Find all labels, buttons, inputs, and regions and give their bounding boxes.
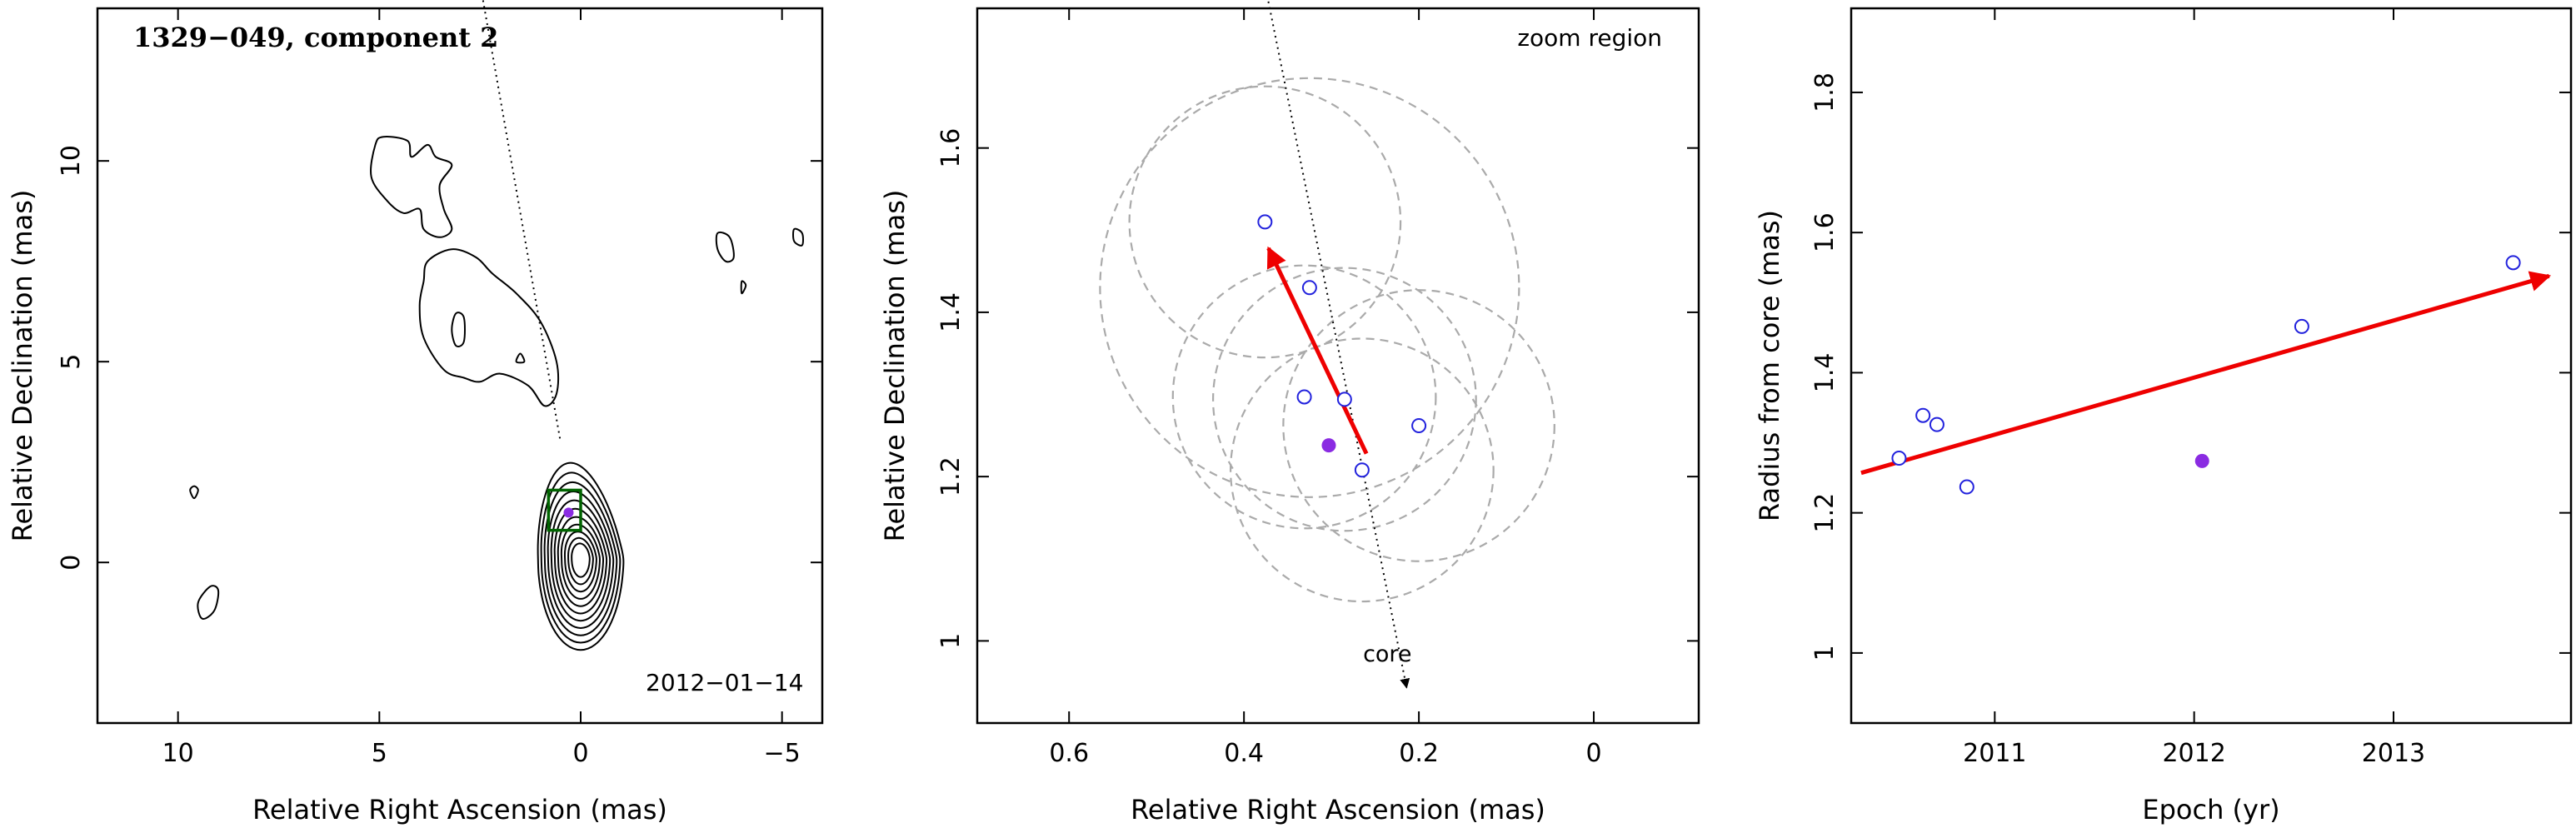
core-contour — [550, 499, 612, 622]
y-tick-label: 1.6 — [936, 128, 966, 168]
error-circle — [1229, 337, 1495, 603]
contour-spot-1 — [189, 485, 199, 500]
panel1-frame — [96, 7, 824, 725]
data-point — [1354, 462, 1370, 478]
y-tick-label: 10 — [57, 145, 86, 177]
core-contour — [557, 516, 605, 607]
y-tick-label: 5 — [57, 354, 86, 370]
contour-spot-5 — [740, 280, 747, 295]
data-point — [1915, 407, 1931, 423]
panel3-ylabel: Radius from core (mas) — [1754, 210, 1785, 521]
overlay-layer — [1266, 0, 1410, 689]
data-point — [1301, 280, 1317, 296]
error-circles-layer — [1099, 77, 1555, 603]
contour-layer — [189, 136, 804, 651]
core-contour — [563, 531, 597, 593]
core-contour — [537, 461, 625, 651]
y-tick-label: 1 — [1810, 645, 1840, 661]
y-tick-label: 1.4 — [1810, 353, 1840, 393]
tick-layer: 2011 2012 2013 1 1.2 1.4 1.6 1.8 — [1810, 8, 2571, 768]
core-contour — [543, 481, 618, 636]
core-contour — [553, 507, 608, 615]
error-circle — [1099, 77, 1520, 498]
x-tick-label: 2012 — [2162, 739, 2225, 768]
contour-knot-b — [418, 248, 560, 407]
contour-spot-3 — [715, 231, 735, 263]
y-tick-label: 1 — [936, 633, 966, 649]
panel-zoom-region: 0.6 0.4 0.2 0 1 1.2 1.4 1.6 zoom region core Re… — [879, 0, 1700, 826]
core-label: core — [1363, 641, 1411, 667]
y-tick-label: 1.8 — [1810, 72, 1840, 112]
panel2-ylabel: Relative Declination (mas) — [879, 190, 911, 542]
error-circle — [1282, 289, 1555, 562]
panel-contour-map: 10 5 0 −5 0 5 10 1329−049, component 2 2012−01… — [7, 0, 824, 826]
panel3-frame — [1850, 7, 2573, 725]
y-tick-label: 1.2 — [936, 456, 966, 496]
points-layer — [1257, 214, 1427, 478]
panel2-annotation: zoom region — [1517, 24, 1662, 52]
panel2-frame — [976, 7, 1700, 725]
contour-knot-b-inner — [451, 312, 466, 347]
contour-knot-a — [370, 136, 453, 238]
y-tick-label: 1.6 — [1810, 212, 1840, 252]
error-circle — [1128, 85, 1402, 359]
core-contour — [560, 523, 601, 600]
x-tick-label: 2013 — [2362, 739, 2425, 768]
data-point — [1296, 389, 1312, 405]
component-marker — [563, 507, 574, 518]
data-point — [2294, 318, 2309, 334]
x-tick-label: 10 — [162, 739, 194, 768]
x-tick-label: 2011 — [1963, 739, 2026, 768]
data-point — [1959, 479, 1974, 495]
jet-axis-arrow — [1267, 0, 1410, 689]
fit-arrow — [1860, 271, 2552, 476]
error-circle — [1211, 267, 1477, 532]
data-point — [2505, 255, 2521, 271]
y-tick-label: 0 — [57, 555, 86, 571]
contour-knot-c — [515, 352, 526, 364]
tick-layer: 0.6 0.4 0.2 0 1 1.2 1.4 1.6 — [936, 8, 1699, 768]
x-tick-label: 0.2 — [1399, 739, 1439, 768]
overlay-layer — [1860, 271, 2552, 476]
contour-spot-2 — [197, 585, 220, 620]
core-contour — [571, 542, 591, 578]
panel1-title: 1329−049, component 2 — [133, 22, 498, 53]
panel1-xlabel: Relative Right Ascension (mas) — [252, 794, 667, 826]
x-tick-label: 0 — [1585, 739, 1601, 768]
tick-layer: 10 5 0 −5 0 5 10 — [57, 8, 822, 768]
highlight-point — [2194, 453, 2209, 468]
panel1-ylabel: Relative Declination (mas) — [7, 190, 38, 542]
x-tick-label: −5 — [764, 739, 801, 768]
zoom-box — [547, 488, 582, 532]
x-tick-label: 0.6 — [1049, 739, 1089, 768]
panel3-xlabel: Epoch (yr) — [2142, 794, 2279, 826]
contour-spot-4 — [792, 227, 804, 247]
x-tick-label: 0.4 — [1224, 739, 1264, 768]
data-point — [1257, 214, 1273, 230]
velocity-arrow — [1266, 246, 1369, 455]
y-tick-label: 1.4 — [936, 292, 966, 332]
highlight-point — [1321, 438, 1336, 453]
data-point — [1891, 451, 1907, 466]
overlay-layer — [482, 0, 582, 532]
data-point — [1411, 417, 1427, 433]
jet-axis-line — [482, 0, 562, 442]
panel2-xlabel: Relative Right Ascension (mas) — [1131, 794, 1545, 826]
core-contour — [547, 490, 615, 630]
data-point — [1336, 392, 1352, 407]
panel1-date: 2012−01−14 — [646, 669, 803, 696]
y-tick-label: 1.2 — [1810, 493, 1840, 533]
x-tick-label: 5 — [372, 739, 387, 768]
core-contour — [567, 536, 594, 586]
error-circle — [1171, 264, 1437, 530]
panel-radius-vs-epoch: 2011 2012 2013 1 1.2 1.4 1.6 1.8 Epoch (yr) Rad… — [1754, 7, 2573, 826]
data-point — [1929, 416, 1944, 432]
x-tick-label: 0 — [572, 739, 588, 768]
core-contour — [540, 471, 622, 644]
points-layer — [1891, 255, 2521, 495]
